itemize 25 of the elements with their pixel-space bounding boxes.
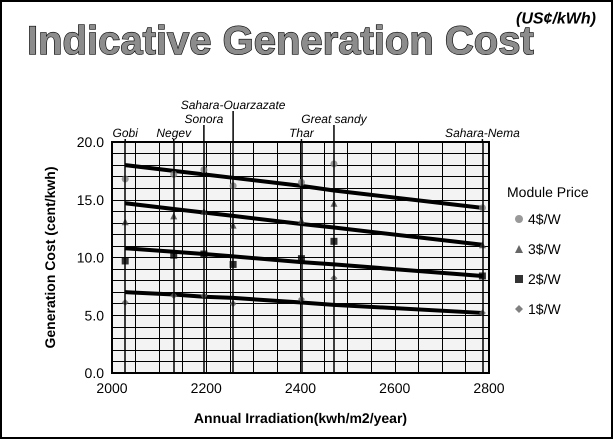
y-tick-label: 20.0 [76,134,104,150]
ref-line-label: Sahara-Ouarzazate [180,98,286,112]
y-axis-title: Generation Cost (cent/kwh) [42,166,58,349]
y-tick-label: 5.0 [84,307,104,324]
legend-label: 1$/W [528,301,562,317]
y-tick-label: 15.0 [76,192,104,208]
x-tick-label: 2400 [284,380,316,396]
ref-line-label: Sonora [184,112,224,126]
x-tick-label: 2800 [473,380,505,396]
y-tick-label: 10.0 [76,250,104,266]
ref-line-label: Gobi [112,126,138,140]
x-tick-label: 2200 [190,380,222,396]
legend-label: 4$/W [528,211,562,227]
ref-line-label: Thar [289,126,315,140]
x-axis-title: Annual Irradiation(kwh/m2/year) [194,410,408,426]
text: (US¢/kWh) [516,10,596,28]
x-tick-label: 2600 [379,380,411,396]
x-tick-label: 2000 [96,380,128,396]
ref-line-label: Negev [156,126,192,140]
legend-title: Module Price [507,184,589,200]
legend-label: 3$/W [528,241,562,257]
ref-line-label: Great sandy [301,112,368,126]
legend-label: 2$/W [528,271,562,287]
ref-line-label: Sahara-Nema [445,126,520,140]
y-tick-label: 0.0 [84,365,104,381]
